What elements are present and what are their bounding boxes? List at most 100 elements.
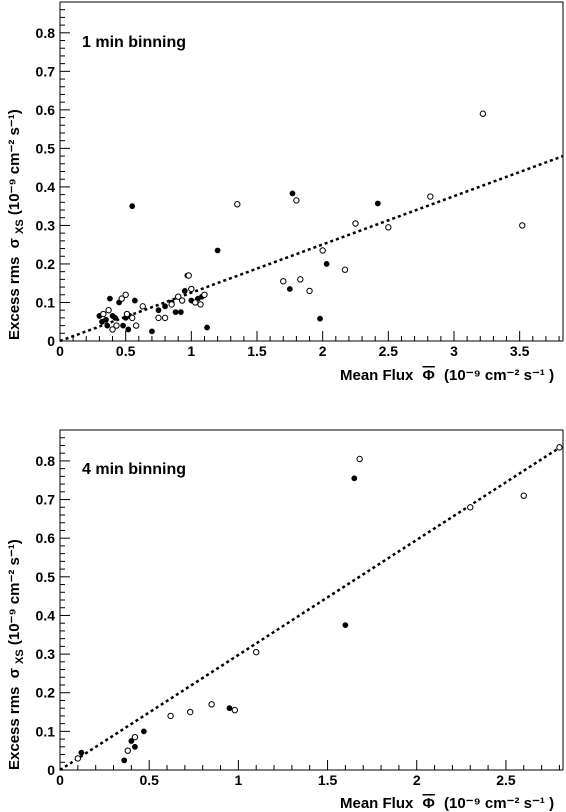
y-tick-label: 0.3 [36,217,56,233]
data-point-open [427,193,434,200]
data-point-filled [121,757,128,764]
data-point-filled [129,203,136,210]
y-tick-label: 0.1 [36,294,56,310]
data-point-open [167,712,174,720]
data-point-open [253,648,260,656]
data-point-open [131,733,139,741]
data-point-open [293,197,300,204]
data-point-open [161,314,169,322]
data-point-open [185,272,192,279]
y-axis-symbol: σ [6,668,23,678]
data-point-open [187,708,194,716]
y-tick-label: 0.6 [36,530,56,546]
y-tick-label: 0.5 [36,569,56,585]
data-point-filled [226,705,233,712]
data-point-open [520,492,527,499]
x-axis-units: (10⁻⁹ cm⁻² s⁻¹ ) [444,795,554,812]
y-tick-label: 0.7 [36,492,56,508]
y-tick-label: 0.3 [36,646,56,662]
data-point-open [113,322,120,329]
data-point-open [122,291,129,298]
panel-1min: 0 0.5 1 1.5 2 2.5 3 3.5 0 0.1 0.2 0.3 0.4 0.5 0.6 0.7 0.… [6,1,564,384]
y-axis-symbol: σ [6,238,23,248]
data-point-filled [162,303,168,310]
y-tick-label: 0.6 [36,102,56,118]
x-tick-label: 2.5 [379,343,399,359]
x-tick-label: 3.5 [510,343,530,359]
data-point-open [280,278,287,285]
data-point-open [297,276,304,283]
x-axis-units: (10⁻⁹ cm⁻² s⁻¹ ) [444,367,554,384]
data-point-open [118,295,125,302]
y-axis-units: (10⁻⁹ cm⁻² s⁻¹) [6,539,23,645]
data-point-open [234,201,241,208]
data-point-filled [172,309,179,316]
x-tick-label: 1 [234,772,242,788]
data-point-open [109,326,116,333]
y-axis-title: Excess rms σ XS (10⁻⁹ cm⁻² s⁻¹) [6,109,27,340]
x-tick-label: 2 [413,772,421,788]
data-point-open [100,310,107,318]
data-point-filled [181,288,188,294]
data-point-filled [214,247,221,254]
data-point-filled [132,743,138,750]
x-axis-label: Mean Flux [340,795,414,812]
x-tick-label: 1.5 [318,772,338,788]
x-tick-label: 1.5 [247,343,267,359]
data-point-filled [125,326,132,333]
x-tick-label: 3 [450,343,458,359]
data-point-open [319,247,326,254]
x-axis-symbol: Φ [423,795,435,812]
x-tick-label: 0.5 [139,772,159,788]
y-tick-label: 0.2 [36,685,56,701]
y-tick-label: 0.5 [36,140,56,156]
plot-frame [59,429,564,771]
y-tick-label: 0 [47,333,55,349]
x-axis-symbol: Φ [423,367,435,384]
panel-title: 1 min binning [82,34,186,51]
data-point-filled [120,322,126,329]
data-point-filled [323,261,330,267]
panel-4min: 0 0.5 1 1.5 2 2.5 0 0.1 0.2 0.3 0.4 0.5 0.6 0.7 0.8 4 … [6,429,564,812]
data-point-filled [107,295,113,302]
panel-title: 4 min binning [82,461,186,478]
fit-line-group [59,154,564,343]
y-axis-label: Excess rms [6,687,23,770]
x-axis-label: Mean Flux [340,367,414,384]
data-point-filled [177,309,184,316]
data-point-open [129,314,136,322]
data-point-filled [286,286,293,292]
data-point-open [201,291,208,298]
data-point-open [155,314,162,322]
axis-ticks: 0 0.5 1 1.5 2 2.5 3 3.5 0 0.1 0.2 0.3 0.4 0.5 0.6 0.7 0.… [36,1,560,359]
data-point-open [306,287,313,295]
x-axis-title: Mean Flux Φ (10⁻⁹ cm⁻² s⁻¹ ) [340,795,554,812]
data-point-open [192,299,199,306]
data-point-filled [78,749,85,756]
points-group [96,110,526,335]
x-tick-label: 0.5 [116,343,136,359]
data-point-open [519,222,526,229]
y-tick-label: 0 [47,762,55,778]
data-point-open [139,303,146,310]
data-point-filled [317,315,323,322]
y-axis-subscript: XS [14,649,26,664]
y-tick-label: 0.8 [36,25,56,41]
x-tick-label: 2 [319,343,327,359]
data-point-open [124,747,131,754]
data-point-filled [131,297,138,304]
data-point-open [479,110,487,117]
data-point-filled [289,190,296,197]
data-point-filled [155,307,162,314]
y-tick-label: 0.1 [36,723,56,739]
data-point-filled [112,314,119,321]
data-point-open [197,301,204,308]
y-tick-label: 0.2 [36,256,56,272]
data-point-filled [128,738,135,744]
x-tick-label: 0 [56,343,64,359]
y-tick-label: 0.4 [36,607,56,623]
data-point-open [174,293,182,300]
y-tick-label: 0.4 [36,179,56,195]
y-axis-subscript: XS [14,219,26,234]
